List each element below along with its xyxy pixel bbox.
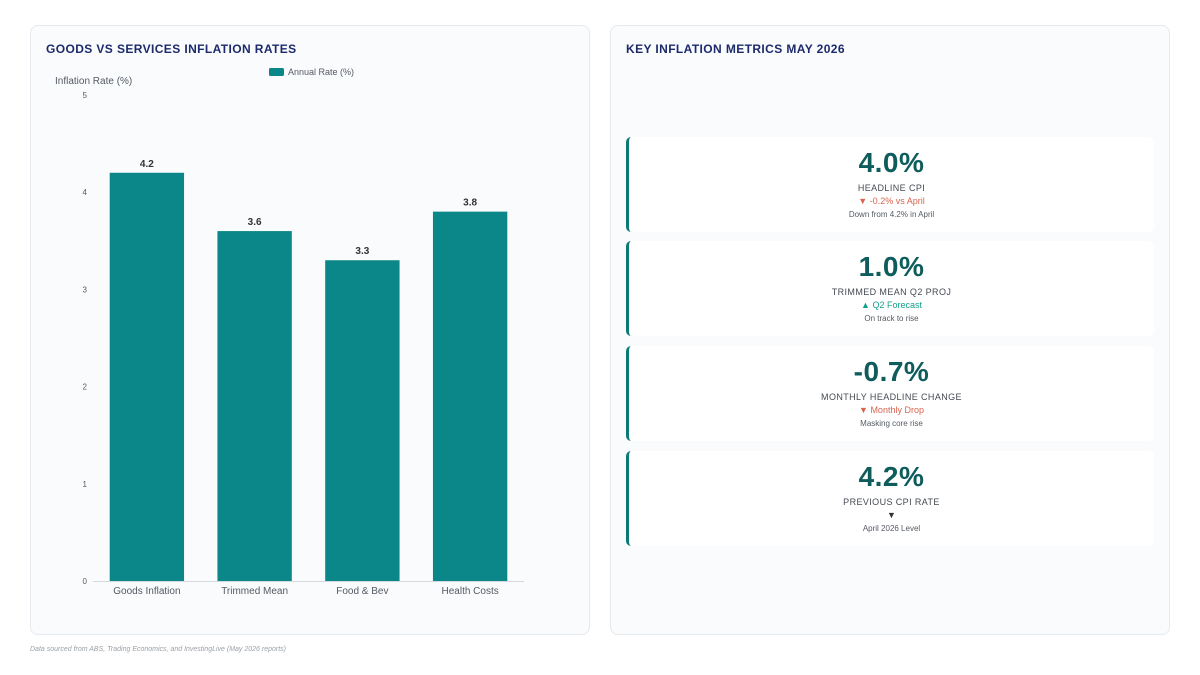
metric-card-headline-cpi: 4.0% HEADLINE CPI ▼ -0.2% vs April Down … <box>626 137 1154 232</box>
metric-label: PREVIOUS CPI RATE <box>843 497 940 507</box>
chart-panel: GOODS VS SERVICES INFLATION RATES Inflat… <box>30 25 590 635</box>
y-tick-label: 3 <box>83 285 88 294</box>
legend-label: Annual Rate (%) <box>288 67 354 77</box>
y-tick-label: 0 <box>83 577 88 586</box>
bar <box>109 172 185 581</box>
metric-change: ▲ Q2 Forecast <box>861 300 922 310</box>
metric-change: ▼ <box>887 510 896 520</box>
y-axis-title: Inflation Rate (%) <box>55 76 132 87</box>
metric-change: ▼ -0.2% vs April <box>858 196 925 206</box>
metric-note: April 2026 Level <box>862 524 921 533</box>
metric-note: Down from 4.2% in April <box>848 210 935 219</box>
bar-chart: Inflation Rate (%) Annual Rate (%) 0 1 2 3 4 5 4… <box>55 67 524 597</box>
chart-title: GOODS VS SERVICES INFLATION RATES <box>46 42 297 56</box>
bar <box>325 260 400 581</box>
x-tick-label: Food & Bev <box>336 586 388 597</box>
metric-value: 1.0% <box>858 251 925 282</box>
y-tick-label: 1 <box>83 480 88 489</box>
y-tick-label: 4 <box>83 188 88 197</box>
metric-label: HEADLINE CPI <box>857 183 926 193</box>
source-footnote: Data sourced from ABS, Trading Economics… <box>30 646 287 653</box>
metric-note: Masking core rise <box>860 419 923 428</box>
bar <box>217 231 292 581</box>
metric-value: 4.0% <box>858 147 925 178</box>
y-tick-label: 5 <box>83 91 88 100</box>
data-label: 4.2 <box>140 159 154 170</box>
metrics-title: KEY INFLATION METRICS MAY 2026 <box>626 42 845 56</box>
metric-label: MONTHLY HEADLINE CHANGE <box>821 392 962 402</box>
metric-value: 4.2% <box>858 461 925 492</box>
metric-change: ▼ Monthly Drop <box>859 405 924 415</box>
x-tick-label: Goods Inflation <box>113 586 180 597</box>
metric-label: TRIMMED MEAN Q2 PROJ <box>831 287 952 297</box>
metric-card-trimmed-mean: 1.0% TRIMMED MEAN Q2 PROJ ▲ Q2 Forecast … <box>626 241 1154 336</box>
x-tick-label: Trimmed Mean <box>221 586 288 597</box>
metric-card-monthly-change: -0.7% MONTHLY HEADLINE CHANGE ▼ Monthly … <box>626 346 1154 441</box>
metrics-panel: KEY INFLATION METRICS MAY 2026 4.0% HEAD… <box>610 25 1170 635</box>
y-tick-label: 2 <box>83 383 88 392</box>
bar <box>432 211 508 581</box>
legend-swatch <box>269 68 284 76</box>
data-label: 3.3 <box>355 246 369 257</box>
metric-value: -0.7% <box>853 356 930 387</box>
data-label: 3.8 <box>463 198 477 209</box>
x-tick-label: Health Costs <box>442 586 499 597</box>
metric-card-previous-cpi: 4.2% PREVIOUS CPI RATE ▼ April 2026 Leve… <box>626 451 1154 546</box>
metric-note: On track to rise <box>864 314 919 323</box>
data-label: 3.6 <box>248 217 262 228</box>
